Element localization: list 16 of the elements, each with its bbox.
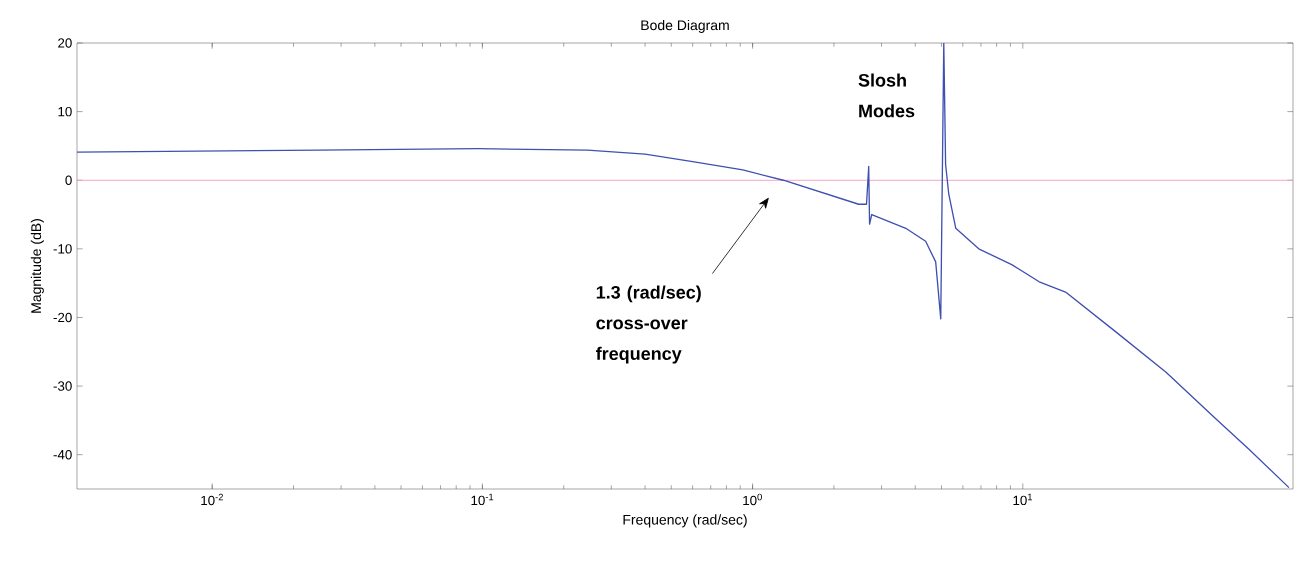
y-tick-label: 20 [58,38,72,48]
y-tick-label: 10 [58,106,72,117]
chart-title: Bode Diagram [641,19,729,33]
x-tick-label: 10$^{-2}$ [201,493,223,506]
y-tick-label: -10 [53,244,72,254]
y-tick-label: -40 [53,449,72,460]
annotation: 1.3 (rad/sec) cross-over frequency [596,285,701,364]
annotation: Slosh Modes [858,73,915,118]
y-tick-label: -20 [53,312,72,323]
x-tick-label: 10$^{1}$ [1013,493,1033,506]
y-tick-label: 0 [65,175,72,185]
x-tick-label: 10$^{-1}$ [471,493,494,506]
x-tick-label: 10$^{0}$ [743,493,762,506]
x-axis-title: Frequency (rad/sec) [623,514,747,528]
y-axis-title: Magnitude (dB) [30,219,44,313]
y-tick-label: -30 [53,381,72,391]
